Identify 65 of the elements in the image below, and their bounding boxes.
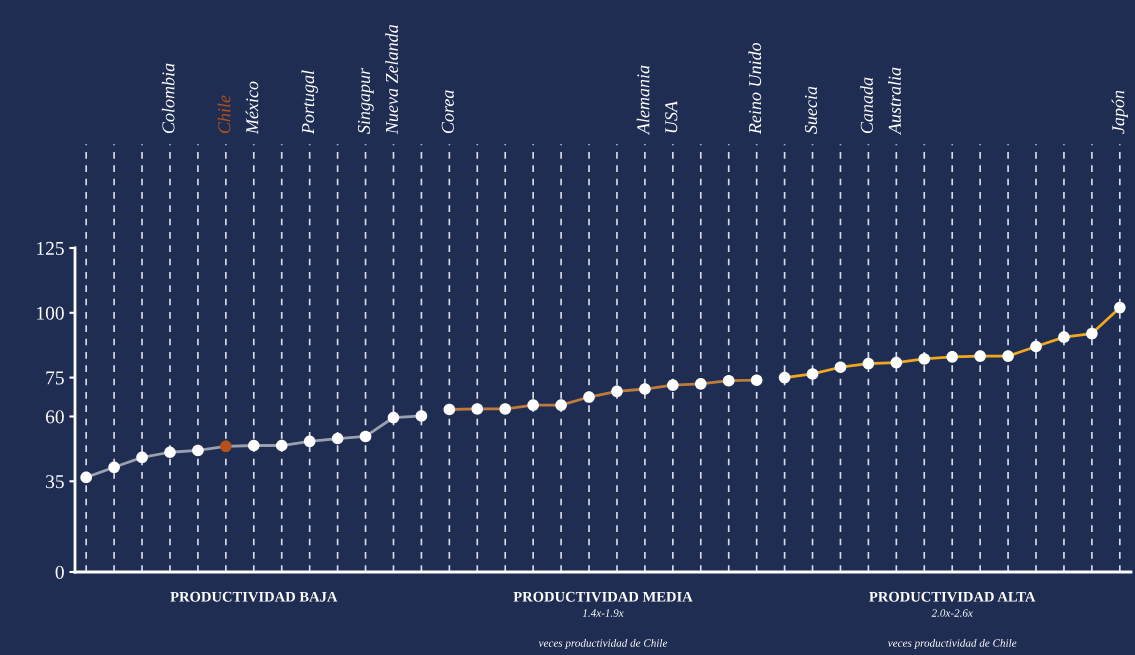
y-tick-label: 100 (37, 306, 64, 320)
x-tick-label: Singapur (357, 67, 374, 134)
point (862, 357, 875, 370)
text: 1.4x-1.9x (582, 609, 624, 617)
point (583, 391, 595, 403)
point (1002, 350, 1014, 362)
point (80, 471, 92, 484)
point (890, 356, 903, 369)
point (667, 379, 679, 391)
point (1086, 327, 1098, 340)
point (164, 446, 176, 459)
text: PRODUCTIVIDAD ALTA (869, 591, 1036, 602)
point (918, 353, 931, 365)
point (974, 350, 986, 362)
point (946, 351, 959, 363)
x-tick-label: Suecia (804, 86, 818, 134)
point (778, 371, 791, 384)
x-tick-label: Corea (441, 90, 454, 134)
x-tick-label: Alemania (636, 65, 650, 136)
point (275, 439, 288, 452)
point (471, 403, 484, 415)
text: PRODUCTIVIDAD BAJA (170, 591, 338, 602)
point (555, 399, 567, 411)
point (220, 440, 232, 453)
point (108, 461, 120, 474)
x-tick-label: Canada (860, 77, 873, 134)
point (527, 399, 539, 411)
point (303, 435, 316, 448)
point (1058, 331, 1070, 343)
point (387, 411, 400, 424)
point (722, 374, 735, 387)
point (806, 368, 819, 380)
y-tick-label: 35 (46, 475, 64, 489)
x-tick-label: Japón (1111, 90, 1129, 134)
text: PRODUCTIVIDAD MEDIA (513, 591, 693, 602)
text: 2.0x-2.6x (931, 609, 973, 617)
text: veces productividad de Chile (538, 638, 668, 650)
point (136, 451, 148, 464)
y-tick-label: 125 (37, 241, 64, 255)
point (415, 410, 428, 422)
point (499, 403, 512, 415)
x-tick-label: USA (665, 100, 678, 133)
y-tick-label: 75 (46, 371, 64, 385)
point (639, 383, 651, 395)
point (611, 385, 623, 398)
x-tick-label: Chile (217, 95, 231, 134)
x-tick-label: Nueva Zelanda (385, 24, 399, 135)
x-tick-label: Colombia (161, 63, 175, 134)
text: veces productividad de Chile (887, 638, 1017, 650)
point (1114, 301, 1126, 314)
point (247, 439, 260, 452)
point (331, 432, 344, 445)
point (1030, 340, 1042, 353)
x-tick-label: Australia (888, 67, 901, 136)
x-tick-label: Portugal (301, 70, 318, 135)
point (443, 403, 456, 416)
point (192, 444, 204, 457)
point (834, 361, 847, 374)
x-tick-label: Reino Unido (748, 42, 762, 135)
y-tick-label: 0 (55, 565, 64, 579)
x-tick-label: México (245, 81, 259, 135)
point (694, 378, 707, 390)
point (359, 430, 372, 443)
point (750, 374, 763, 386)
y-tick-label: 60 (45, 410, 64, 424)
